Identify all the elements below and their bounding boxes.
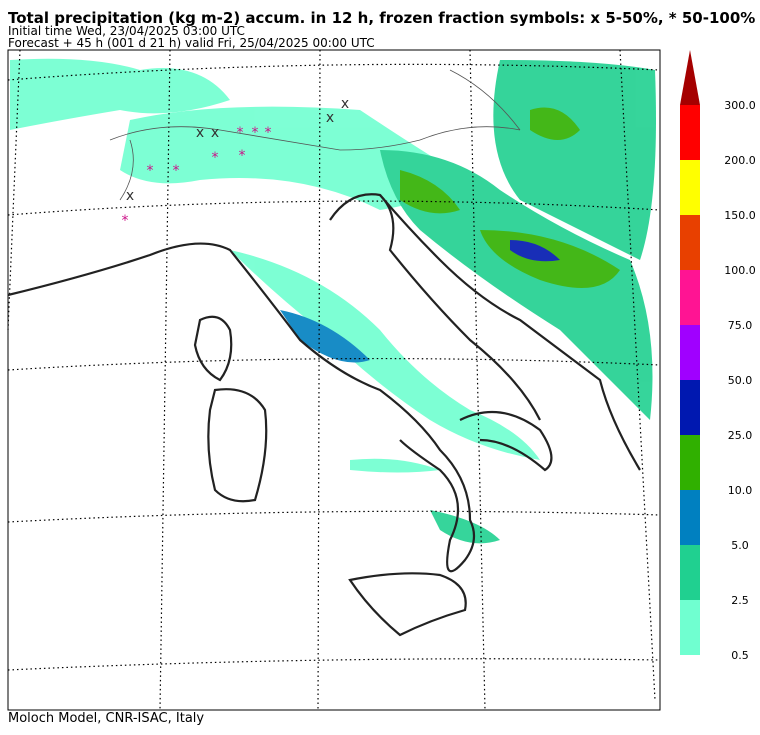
colorbar-segment <box>680 380 700 435</box>
colorbar-segment <box>680 325 700 380</box>
initial-time: Initial time Wed, 23/04/2025 03:00 UTC <box>8 24 245 38</box>
colorbar-label: 2.5 <box>731 594 749 607</box>
colorbar-label: 10.0 <box>728 484 753 497</box>
svg-text:*: * <box>265 125 272 141</box>
svg-text:*: * <box>237 125 244 141</box>
colorbar-label: 200.0 <box>724 154 756 167</box>
colorbar-segment <box>680 490 700 545</box>
colorbar-segment <box>680 435 700 490</box>
colorbar-segment <box>680 105 700 160</box>
svg-text:x: x <box>326 110 334 126</box>
svg-text:*: * <box>147 163 154 179</box>
colorbar-label: 5.0 <box>731 539 749 552</box>
colorbar-label: 150.0 <box>724 209 756 222</box>
svg-text:x: x <box>341 96 349 112</box>
colorbar-segment <box>680 270 700 325</box>
svg-text:x: x <box>211 125 219 141</box>
colorbar-label: 75.0 <box>728 319 753 332</box>
colorbar-label: 25.0 <box>728 429 753 442</box>
title: Total precipitation (kg m-2) accum. in 1… <box>8 9 755 27</box>
colorbar-label: 50.0 <box>728 374 753 387</box>
colorbar-segment <box>680 545 700 600</box>
forecast: Forecast + 45 h (001 d 21 h) valid Fri, … <box>8 36 375 50</box>
svg-text:*: * <box>173 163 180 179</box>
colorbar-segment <box>680 215 700 270</box>
colorbar-segment <box>680 600 700 655</box>
svg-text:*: * <box>212 150 219 166</box>
svg-text:*: * <box>252 125 259 141</box>
svg-text:x: x <box>196 125 204 141</box>
footer: Moloch Model, CNR-ISAC, Italy <box>8 711 204 726</box>
precipitation <box>10 58 656 544</box>
graticule <box>7 49 661 711</box>
colorbar: 0.5 2.5 5.0 10.0 25.0 50.0 75.0 100.0 150.0 200.0… <box>680 50 756 662</box>
colorbar-label: 100.0 <box>724 264 756 277</box>
coastlines <box>7 193 641 637</box>
svg-text:*: * <box>122 213 129 229</box>
colorbar-label: 0.5 <box>731 649 749 662</box>
borders <box>109 69 521 201</box>
svg-text:*: * <box>239 148 246 164</box>
colorbar-arrow <box>680 50 700 105</box>
svg-text:x: x <box>126 188 134 204</box>
colorbar-label: 300.0 <box>724 99 756 112</box>
colorbar-segment <box>680 160 700 215</box>
